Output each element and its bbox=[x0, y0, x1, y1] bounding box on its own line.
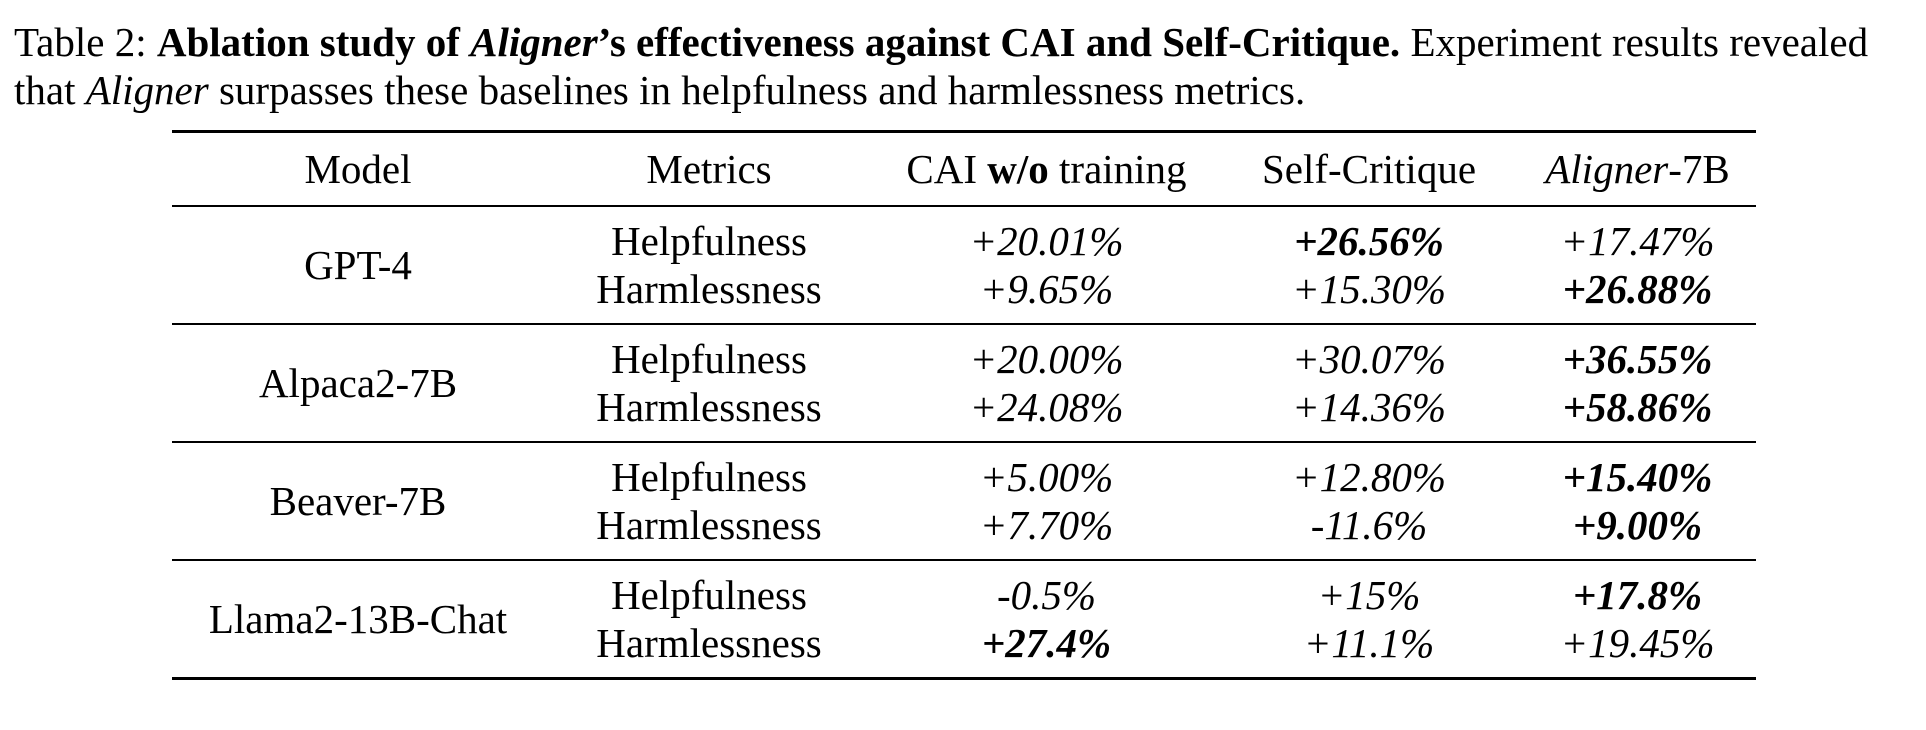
model-cell: Beaver-7B bbox=[269, 478, 447, 524]
caption-rest-a: Experiment results revealed that bbox=[14, 19, 1869, 113]
aligner-harmlessness-value: +19.45% bbox=[1560, 620, 1715, 666]
table-row: Beaver-7B Helpfulness Harmlessness +5.00… bbox=[172, 442, 1756, 560]
caption-bold-b: ’s effectiveness against CAI and Self-Cr… bbox=[597, 19, 1401, 65]
aligner-harmlessness-value: +26.88% bbox=[1562, 266, 1713, 312]
header-aligner-italic: Aligner bbox=[1545, 146, 1669, 192]
header-self-critique: Self-Critique bbox=[1261, 146, 1477, 192]
aligner-harmlessness-value: +9.00% bbox=[1572, 502, 1703, 548]
cai-harmlessness-value: +24.08% bbox=[969, 384, 1124, 430]
header-metrics: Metrics bbox=[646, 146, 772, 192]
aligner-cell: +17.8% +19.45% bbox=[1519, 560, 1756, 679]
cai-helpfulness-value: +20.00% bbox=[969, 336, 1124, 382]
self-critique-harmlessness-value: +15.30% bbox=[1291, 266, 1447, 312]
cai-harmlessness-value: +9.65% bbox=[979, 266, 1114, 312]
aligner-helpfulness-value: +17.47% bbox=[1560, 218, 1715, 264]
aligner-cell: +15.40% +9.00% bbox=[1519, 442, 1756, 560]
metric-harmlessness: Harmlessness bbox=[596, 384, 822, 430]
metric-harmlessness: Harmlessness bbox=[596, 620, 822, 666]
header-aligner: Aligner-7B bbox=[1519, 132, 1756, 207]
self-critique-helpfulness-value: +30.07% bbox=[1291, 336, 1447, 382]
cai-cell: -0.5% +27.4% bbox=[874, 560, 1219, 679]
table-row: Alpaca2-7B Helpfulness Harmlessness +20.… bbox=[172, 324, 1756, 442]
table-row: GPT-4 Helpfulness Harmlessness +20.01% +… bbox=[172, 206, 1756, 324]
metrics-cell: Helpfulness Harmlessness bbox=[544, 560, 874, 679]
self-critique-helpfulness-value: +12.80% bbox=[1291, 454, 1447, 500]
results-table-wrapper: Model Metrics CAI w/o training Self-Crit… bbox=[172, 130, 1756, 680]
cai-cell: +5.00% +7.70% bbox=[874, 442, 1219, 560]
self-critique-helpfulness-value: +26.56% bbox=[1294, 218, 1444, 264]
caption-rest-b: surpasses these baselines in helpfulness… bbox=[218, 67, 1306, 113]
self-critique-cell: +15% +11.1% bbox=[1219, 560, 1519, 679]
aligner-helpfulness-value: +15.40% bbox=[1562, 454, 1713, 500]
self-critique-cell: +26.56% +15.30% bbox=[1219, 206, 1519, 324]
metric-helpfulness: Helpfulness bbox=[611, 454, 807, 500]
header-cai-b: training bbox=[1059, 146, 1187, 192]
table-row: Llama2-13B-Chat Helpfulness Harmlessness… bbox=[172, 560, 1756, 679]
cai-cell: +20.00% +24.08% bbox=[874, 324, 1219, 442]
header-model: Model bbox=[304, 146, 412, 192]
self-critique-cell: +30.07% +14.36% bbox=[1219, 324, 1519, 442]
header-aligner-suffix: -7B bbox=[1668, 146, 1730, 192]
cai-helpfulness-value: -0.5% bbox=[996, 572, 1097, 618]
header-cai-bold: w/o bbox=[987, 146, 1049, 192]
cai-helpfulness-value: +5.00% bbox=[979, 454, 1114, 500]
caption-bold-a: Ablation study of bbox=[156, 19, 460, 65]
table-caption: Table 2: Ablation study of Aligner’s eff… bbox=[14, 18, 1914, 114]
cai-harmlessness-value: +7.70% bbox=[979, 502, 1114, 548]
aligner-cell: +17.47% +26.88% bbox=[1519, 206, 1756, 324]
self-critique-harmlessness-value: -11.6% bbox=[1310, 502, 1428, 548]
aligner-helpfulness-value: +36.55% bbox=[1562, 336, 1713, 382]
metrics-cell: Helpfulness Harmlessness bbox=[544, 324, 874, 442]
self-critique-harmlessness-value: +11.1% bbox=[1303, 620, 1435, 666]
caption-italic: Aligner bbox=[85, 67, 209, 113]
metrics-cell: Helpfulness Harmlessness bbox=[544, 206, 874, 324]
table-header-row: Model Metrics CAI w/o training Self-Crit… bbox=[172, 131, 1756, 207]
aligner-harmlessness-value: +58.86% bbox=[1562, 384, 1713, 430]
aligner-cell: +36.55% +58.86% bbox=[1519, 324, 1756, 442]
caption-label: Table 2: bbox=[14, 19, 147, 65]
model-cell: Llama2-13B-Chat bbox=[208, 596, 508, 642]
cai-harmlessness-value: +27.4% bbox=[981, 620, 1112, 666]
header-cai: CAI w/o training bbox=[874, 132, 1219, 207]
aligner-helpfulness-value: +17.8% bbox=[1572, 572, 1703, 618]
metric-helpfulness: Helpfulness bbox=[611, 218, 807, 264]
metric-harmlessness: Harmlessness bbox=[596, 502, 822, 548]
header-cai-a: CAI bbox=[906, 146, 978, 192]
ablation-table: Model Metrics CAI w/o training Self-Crit… bbox=[172, 130, 1756, 680]
self-critique-harmlessness-value: +14.36% bbox=[1291, 384, 1447, 430]
metric-harmlessness: Harmlessness bbox=[596, 266, 822, 312]
self-critique-helpfulness-value: +15% bbox=[1317, 572, 1421, 618]
cai-helpfulness-value: +20.01% bbox=[969, 218, 1124, 264]
metric-helpfulness: Helpfulness bbox=[611, 572, 807, 618]
model-cell: GPT-4 bbox=[304, 242, 412, 288]
metrics-cell: Helpfulness Harmlessness bbox=[544, 442, 874, 560]
metric-helpfulness: Helpfulness bbox=[611, 336, 807, 382]
caption-bold-italic: Aligner bbox=[470, 19, 598, 65]
model-cell: Alpaca2-7B bbox=[258, 360, 458, 406]
self-critique-cell: +12.80% -11.6% bbox=[1219, 442, 1519, 560]
cai-cell: +20.01% +9.65% bbox=[874, 206, 1219, 324]
